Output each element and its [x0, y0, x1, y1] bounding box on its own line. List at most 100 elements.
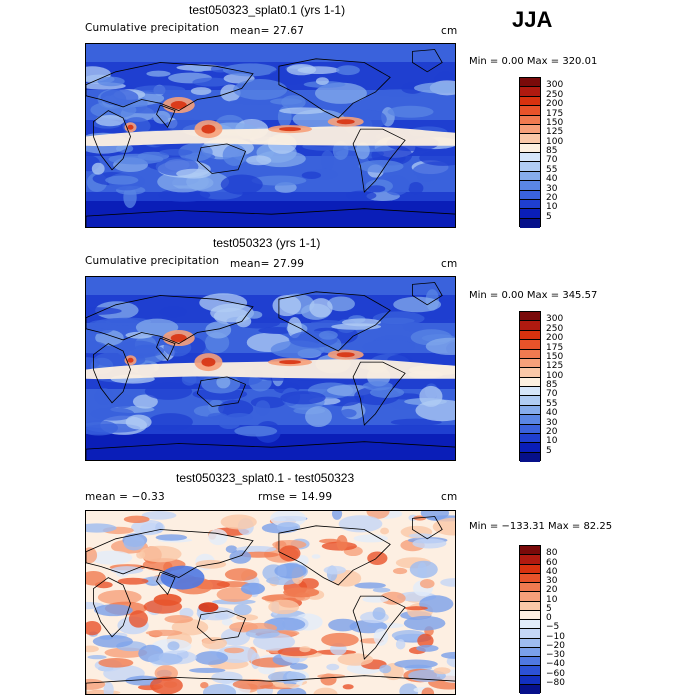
panel-3-map	[85, 510, 456, 695]
colorbar-tick-label: 5	[546, 445, 552, 456]
colorbar-tick-label: 55	[546, 398, 558, 409]
colorbar-swatch	[520, 340, 540, 350]
colorbar-swatch	[520, 443, 540, 453]
colorbar-tick-label: 80	[546, 548, 558, 559]
colorbar-swatch	[520, 199, 540, 210]
colorbar-swatch	[520, 546, 540, 556]
colorbar-swatch	[520, 124, 540, 135]
colorbar-swatch	[520, 377, 540, 387]
colorbar-swatch	[520, 555, 540, 565]
colorbar-tick-label: −5	[546, 622, 560, 633]
panel-3-title: test050323_splat0.1 - test050323	[176, 471, 355, 485]
colorbar-swatch	[520, 638, 540, 648]
colorbar-swatch	[520, 358, 540, 369]
colorbar-tick-label: 30	[546, 417, 558, 428]
colorbar-swatch	[520, 396, 540, 406]
colorbar-tick-label: 200	[546, 99, 564, 110]
panel-3-min-max: Min = −133.31 Max = 82.25	[469, 521, 613, 532]
colorbar-swatch	[520, 415, 540, 425]
colorbar-tick-label: 70	[546, 389, 558, 400]
colorbar-swatch	[520, 684, 540, 694]
colorbar-tick-label: 10	[546, 202, 558, 213]
colorbar-tick-label: 175	[546, 342, 564, 353]
colorbar-tick-label: 5	[546, 211, 552, 222]
colorbar-tick-label: 100	[546, 370, 564, 381]
colorbar-swatch	[520, 106, 540, 116]
colorbar-tick-label: −10	[546, 631, 565, 642]
colorbar-tick-label: 40	[546, 174, 558, 185]
colorbar-swatch	[520, 666, 540, 676]
colorbar-tick-label: 300	[546, 80, 564, 91]
panel-1-map	[85, 43, 456, 228]
colorbar-swatch	[520, 405, 540, 416]
colorbar-tick-label: 5	[546, 603, 552, 614]
colorbar-tick-label: −80	[546, 677, 565, 688]
colorbar-swatch	[520, 312, 540, 322]
colorbar-swatch	[520, 647, 540, 657]
panel-1-map-field	[86, 44, 455, 227]
panel-1-units: cm	[441, 25, 458, 37]
colorbar-swatch	[520, 78, 540, 88]
colorbar-swatch	[520, 675, 540, 685]
colorbar-swatch	[520, 424, 540, 434]
colorbar-swatch	[520, 349, 540, 359]
colorbar-tick-label: −60	[546, 668, 565, 679]
colorbar-swatch	[520, 96, 540, 107]
panel-2-map	[85, 276, 456, 461]
colorbar-swatch	[520, 330, 540, 341]
colorbar-tick-label: 125	[546, 361, 564, 372]
colorbar-tick-label: 0	[546, 613, 552, 623]
colorbar-swatch	[520, 657, 540, 667]
colorbar-tick-label: 200	[546, 333, 564, 344]
colorbar-tick-label: 85	[546, 146, 558, 156]
colorbar-swatch	[520, 190, 540, 200]
colorbar-swatch	[520, 368, 540, 378]
panel-2-variable-label: Cumulative precipitation	[85, 255, 220, 267]
colorbar-tick-label: 40	[546, 408, 558, 419]
colorbar-swatch	[520, 387, 540, 397]
colorbar-swatch	[520, 592, 540, 602]
colorbar-tick-label: 70	[546, 155, 558, 166]
colorbar-swatch	[520, 181, 540, 191]
colorbar-tick-label: 60	[546, 557, 558, 568]
panel-3-map-field	[86, 511, 455, 694]
colorbar-tick-label: 150	[546, 117, 564, 128]
colorbar-swatch	[520, 218, 540, 228]
colorbar-tick-label: 20	[546, 192, 558, 203]
colorbar-swatch	[520, 87, 540, 97]
colorbar-swatch	[520, 610, 540, 620]
colorbar-tick-label: 150	[546, 351, 564, 362]
colorbar-tick-label: 125	[546, 127, 564, 138]
colorbar-tick-label: 30	[546, 576, 558, 586]
colorbar-tick-label: 175	[546, 108, 564, 119]
colorbar-tick-label: 10	[546, 436, 558, 447]
colorbar-tick-label: 100	[546, 136, 564, 147]
colorbar-tick-label: 40	[546, 566, 558, 577]
colorbar-swatch	[520, 601, 540, 611]
colorbar-swatch	[520, 583, 540, 593]
colorbar-tick-label: 250	[546, 89, 564, 100]
colorbar-tick-label: 20	[546, 426, 558, 437]
panel-2-mean: mean= 27.99	[230, 258, 305, 270]
panel-3-colorbar	[519, 545, 541, 694]
panel-3-units: cm	[441, 491, 458, 503]
colorbar-tick-label: −40	[546, 659, 565, 670]
panel-2-min-max: Min = 0.00 Max = 345.57	[469, 290, 598, 301]
panel-1-min-max: Min = 0.00 Max = 320.01	[469, 56, 598, 67]
colorbar-swatch	[520, 134, 540, 144]
panel-1-variable-label: Cumulative precipitation	[85, 22, 220, 34]
colorbar-swatch	[520, 209, 540, 219]
colorbar-swatch	[520, 629, 540, 639]
colorbar-swatch	[520, 620, 540, 630]
panel-2-colorbar	[519, 311, 541, 462]
colorbar-swatch	[520, 115, 540, 125]
colorbar-tick-label: −20	[546, 640, 565, 651]
colorbar-tick-label: −30	[546, 650, 565, 660]
colorbar-swatch	[520, 433, 540, 444]
panel-1-mean: mean= 27.67	[230, 25, 305, 37]
colorbar-swatch	[520, 162, 540, 172]
panel-1-colorbar	[519, 77, 541, 228]
colorbar-swatch	[520, 452, 540, 462]
colorbar-tick-label: 30	[546, 183, 558, 194]
colorbar-swatch	[520, 171, 540, 182]
